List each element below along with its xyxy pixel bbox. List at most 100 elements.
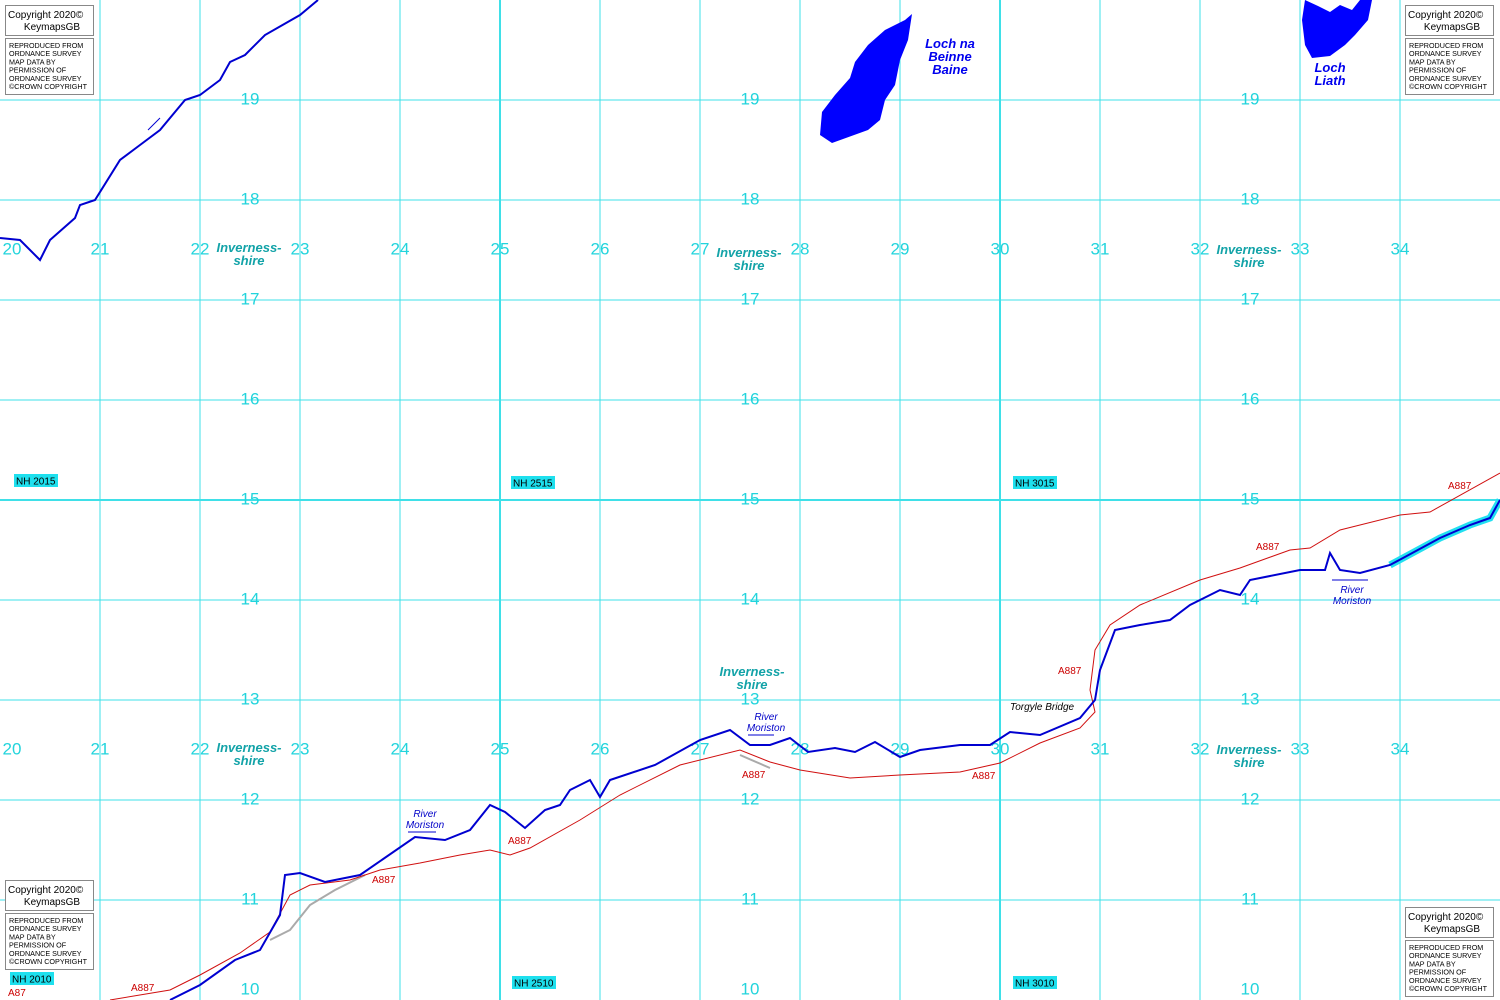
northing-label: 14 <box>241 589 260 608</box>
label-line: River <box>754 712 778 723</box>
label-line: Loch <box>1314 60 1345 75</box>
northing-label: 16 <box>241 389 260 408</box>
minor-road <box>269 874 366 941</box>
copyright-title: Copyright 2020© <box>8 885 84 896</box>
copyright-brand: KeymapsGB <box>1424 924 1480 935</box>
road-label: A887 <box>372 875 396 886</box>
label-line: Inverness- <box>1216 242 1281 257</box>
easting-label: 27 <box>691 739 710 758</box>
road-label: A887 <box>131 983 155 994</box>
copyright-box <box>5 5 94 36</box>
county-label: Inverness-shire <box>716 245 781 273</box>
copyright-title: Copyright 2020© <box>1408 912 1484 923</box>
northing-label: 10 <box>741 979 760 998</box>
copyright-notice: REPRODUCED FROM <box>1409 41 1483 50</box>
easting-label: 27 <box>691 239 710 258</box>
label-line: shire <box>733 258 764 273</box>
tile-label: NH 3015 <box>1015 479 1055 490</box>
easting-label: 26 <box>591 739 610 758</box>
easting-label: 24 <box>391 239 410 258</box>
label-line: shire <box>1233 255 1264 270</box>
label-line: River <box>413 809 437 820</box>
copyright-notice: ORDNANCE SURVEY <box>9 924 82 933</box>
copyright-notice: REPRODUCED FROM <box>9 41 83 50</box>
label-line: Baine <box>932 62 967 77</box>
northing-label: 11 <box>741 889 759 908</box>
northing-label: 18 <box>241 189 260 208</box>
northing-label: 14 <box>1241 589 1260 608</box>
label-line: River <box>1340 585 1364 596</box>
easting-label: 34 <box>1391 739 1410 758</box>
river-label: River Moriston <box>747 712 786 734</box>
easting-label: 25 <box>491 739 510 758</box>
easting-label: 21 <box>91 239 110 258</box>
easting-label: 33 <box>1291 739 1310 758</box>
northing-label: 19 <box>1241 89 1260 108</box>
northing-label: 12 <box>241 789 260 808</box>
northing-label: 19 <box>741 89 760 108</box>
northing-label: 10 <box>1241 979 1260 998</box>
copyright-notice-box <box>5 38 94 95</box>
easting-label: 23 <box>291 239 310 258</box>
road <box>109 472 1500 1000</box>
county-label: Inverness-shire <box>216 740 281 768</box>
tile-badge <box>511 476 555 489</box>
northing-label: 11 <box>1241 889 1259 908</box>
tile-badge <box>1013 976 1057 989</box>
tile-label: NH 2010 <box>12 975 52 986</box>
northing-label: 15 <box>1241 489 1260 508</box>
northing-label: 15 <box>241 489 260 508</box>
northing-label: 11 <box>241 889 259 908</box>
tile-badge <box>10 972 54 985</box>
easting-label: 24 <box>391 739 410 758</box>
county-label: Inverness-shire <box>719 664 784 692</box>
easting-label: 30 <box>991 739 1010 758</box>
label-line: Inverness- <box>216 740 281 755</box>
easting-label: 32 <box>1191 739 1210 758</box>
loch <box>1302 0 1372 58</box>
label-line: shire <box>736 677 767 692</box>
easting-label: 34 <box>1391 239 1410 258</box>
copyright-brand: KeymapsGB <box>24 897 80 908</box>
northing-label: 17 <box>741 289 760 308</box>
road-label: A887 <box>1256 542 1280 553</box>
label-line: Liath <box>1314 73 1345 88</box>
easting-label: 22 <box>191 739 210 758</box>
flow-arrow <box>147 117 161 131</box>
tile-badge <box>1013 476 1057 489</box>
easting-label: 20 <box>3 739 22 758</box>
easting-label: 28 <box>791 739 810 758</box>
river-label: River Moriston <box>406 809 445 831</box>
label-line: Inverness- <box>716 245 781 260</box>
copyright-notice-box <box>1405 940 1494 997</box>
copyright-notice: MAP DATA BY <box>1409 57 1456 66</box>
copyright-box <box>5 880 94 911</box>
tile-label: NH 2515 <box>513 479 553 490</box>
tile-badge <box>14 474 58 487</box>
label-line: Moriston <box>406 820 445 831</box>
easting-label: 30 <box>991 239 1010 258</box>
northing-label: 14 <box>741 589 760 608</box>
label-line: Inverness- <box>216 240 281 255</box>
easting-label: 33 <box>1291 239 1310 258</box>
copyright-notice: PERMISSION OF <box>1409 66 1467 75</box>
northing-label: 13 <box>741 689 760 708</box>
copyright-notice: ©CROWN COPYRIGHT <box>1409 82 1488 91</box>
copyright-notice: PERMISSION OF <box>9 66 67 75</box>
road-label: A887 <box>1448 481 1472 492</box>
copyright-notice: ORDNANCE SURVEY <box>1409 976 1482 985</box>
copyright-title: Copyright 2020© <box>8 10 84 21</box>
road-label: A887 <box>742 770 766 781</box>
easting-label: 29 <box>891 239 910 258</box>
copyright-notice: ©CROWN COPYRIGHT <box>9 957 88 966</box>
copyright-notice: ORDNANCE SURVEY <box>1409 951 1482 960</box>
easting-label: 31 <box>1091 739 1110 758</box>
easting-label: 28 <box>791 239 810 258</box>
road-label: A887 <box>508 836 532 847</box>
copyright-notice: REPRODUCED FROM <box>1409 943 1483 952</box>
easting-label: 20 <box>3 239 22 258</box>
tile-label: NH 3010 <box>1015 979 1055 990</box>
road-label: A887 <box>972 771 996 782</box>
